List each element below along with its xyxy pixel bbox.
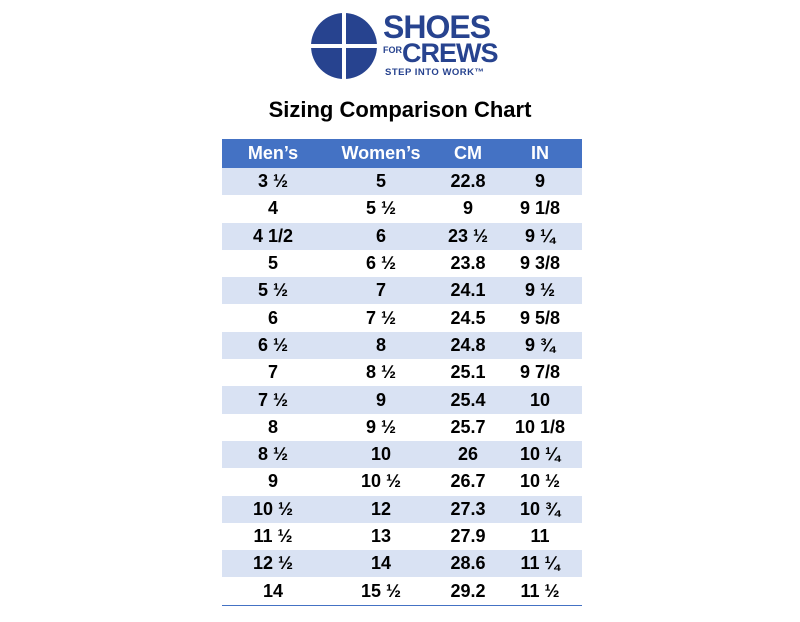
logo-square xyxy=(311,13,342,44)
cell-cm: 26.7 xyxy=(438,468,498,496)
cell-mens: 14 xyxy=(222,577,324,606)
cell-womens: 10 ½ xyxy=(324,468,438,496)
table-row: 6 ½ 8 24.8 9 ¾ xyxy=(222,331,582,360)
logo-tagline: STEP INTO WORK™ xyxy=(385,67,485,78)
cell-cm: 22.8 xyxy=(438,168,498,196)
logo-square xyxy=(346,48,377,79)
cell-womens: 7 xyxy=(324,277,438,305)
cell-mens: 3 ½ xyxy=(222,168,324,196)
cell-cm: 23 ½ xyxy=(438,222,498,250)
table-row: 12 ½ 14 28.6 11 ¼ xyxy=(222,550,582,578)
cell-in: 9 xyxy=(498,168,582,196)
table-row: 3 ½ 5 22.8 9 xyxy=(222,168,582,196)
cell-in: 11 xyxy=(498,522,582,551)
cell-mens: 7 ½ xyxy=(222,386,324,414)
cell-womens: 8 ½ xyxy=(324,359,438,387)
cell-in: 11 ¼ xyxy=(498,550,582,578)
cell-cm: 28.6 xyxy=(438,550,498,578)
logo-mark-icon xyxy=(311,13,377,79)
page-title: Sizing Comparison Chart xyxy=(268,97,532,122)
cell-mens: 10 ½ xyxy=(222,495,324,523)
cell-in: 9 ½ xyxy=(498,277,582,305)
cell-mens: 9 xyxy=(222,468,324,496)
table-row: 14 15 ½ 29.2 11 ½ xyxy=(222,577,582,606)
cell-womens: 8 xyxy=(324,331,438,360)
cell-mens: 7 xyxy=(222,359,324,387)
brand-logo: SHOES FOR CREWS STEP INTO WORK™ xyxy=(311,9,511,82)
cell-in: 9 7/8 xyxy=(498,359,582,387)
cell-womens: 5 xyxy=(324,168,438,196)
logo-for-text: FOR xyxy=(383,45,402,55)
cell-in: 9 5/8 xyxy=(498,304,582,332)
cell-womens: 6 ½ xyxy=(324,249,438,278)
cell-womens: 10 xyxy=(324,440,438,469)
cell-cm: 27.3 xyxy=(438,495,498,523)
cell-womens: 5 ½ xyxy=(324,195,438,223)
cell-cm: 23.8 xyxy=(438,249,498,278)
table-row: 5 6 ½ 23.8 9 3/8 xyxy=(222,249,582,278)
cell-mens: 12 ½ xyxy=(222,550,324,578)
cell-cm: 25.7 xyxy=(438,413,498,441)
table-row: 5 ½ 7 24.1 9 ½ xyxy=(222,277,582,305)
cell-in: 9 ¾ xyxy=(498,331,582,360)
cell-in: 11 ½ xyxy=(498,577,582,606)
cell-cm: 24.1 xyxy=(438,277,498,305)
table-row: 10 ½ 12 27.3 10 ¾ xyxy=(222,495,582,523)
header-mens: Men’s xyxy=(222,139,324,168)
sizing-table: Men’s Women’s CM IN 3 ½ 5 22.8 9 4 5 ½ 9… xyxy=(222,139,582,606)
table-row: 8 9 ½ 25.7 10 1/8 xyxy=(222,413,582,441)
cell-cm: 24.8 xyxy=(438,331,498,360)
cell-in: 9 ¼ xyxy=(498,222,582,250)
cell-womens: 6 xyxy=(324,222,438,250)
cell-womens: 9 ½ xyxy=(324,413,438,441)
cell-in: 10 xyxy=(498,386,582,414)
table-row: 7 ½ 9 25.4 10 xyxy=(222,386,582,414)
cell-womens: 15 ½ xyxy=(324,577,438,606)
cell-mens: 4 xyxy=(222,195,324,223)
cell-in: 10 ½ xyxy=(498,468,582,496)
cell-in: 9 3/8 xyxy=(498,249,582,278)
cell-womens: 9 xyxy=(324,386,438,414)
cell-womens: 12 xyxy=(324,495,438,523)
table-header-row: Men’s Women’s CM IN xyxy=(222,139,582,168)
cell-mens: 5 xyxy=(222,249,324,278)
cell-in: 10 ¾ xyxy=(498,495,582,523)
cell-in: 9 1/8 xyxy=(498,195,582,223)
cell-mens: 6 xyxy=(222,304,324,332)
cell-womens: 7 ½ xyxy=(324,304,438,332)
cell-mens: 8 ½ xyxy=(222,440,324,469)
cell-cm: 27.9 xyxy=(438,522,498,551)
header-womens: Women’s xyxy=(324,139,438,168)
cell-mens: 11 ½ xyxy=(222,522,324,551)
cell-in: 10 1/8 xyxy=(498,413,582,441)
table-row: 4 5 ½ 9 9 1/8 xyxy=(222,195,582,223)
table-row: 11 ½ 13 27.9 11 xyxy=(222,522,582,551)
cell-womens: 13 xyxy=(324,522,438,551)
cell-cm: 24.5 xyxy=(438,304,498,332)
logo-square xyxy=(311,48,342,79)
logo-shoes-text: SHOES xyxy=(383,9,491,45)
table-row: 4 1/2 6 23 ½ 9 ¼ xyxy=(222,222,582,250)
cell-cm: 26 xyxy=(438,440,498,469)
cell-cm: 25.1 xyxy=(438,359,498,387)
table-row: 6 7 ½ 24.5 9 5/8 xyxy=(222,304,582,332)
cell-mens: 4 1/2 xyxy=(222,222,324,250)
cell-mens: 5 ½ xyxy=(222,277,324,305)
table-row: 7 8 ½ 25.1 9 7/8 xyxy=(222,359,582,387)
cell-cm: 29.2 xyxy=(438,577,498,606)
header-in: IN xyxy=(498,139,582,168)
cell-cm: 9 xyxy=(438,195,498,223)
logo-square xyxy=(346,13,377,44)
logo-crews-text: CREWS xyxy=(402,38,498,68)
cell-womens: 14 xyxy=(324,550,438,578)
cell-in: 10 ¼ xyxy=(498,440,582,469)
table-row: 9 10 ½ 26.7 10 ½ xyxy=(222,468,582,496)
cell-mens: 8 xyxy=(222,413,324,441)
header-cm: CM xyxy=(438,139,498,168)
cell-mens: 6 ½ xyxy=(222,331,324,360)
table-row: 8 ½ 10 26 10 ¼ xyxy=(222,440,582,469)
cell-cm: 25.4 xyxy=(438,386,498,414)
